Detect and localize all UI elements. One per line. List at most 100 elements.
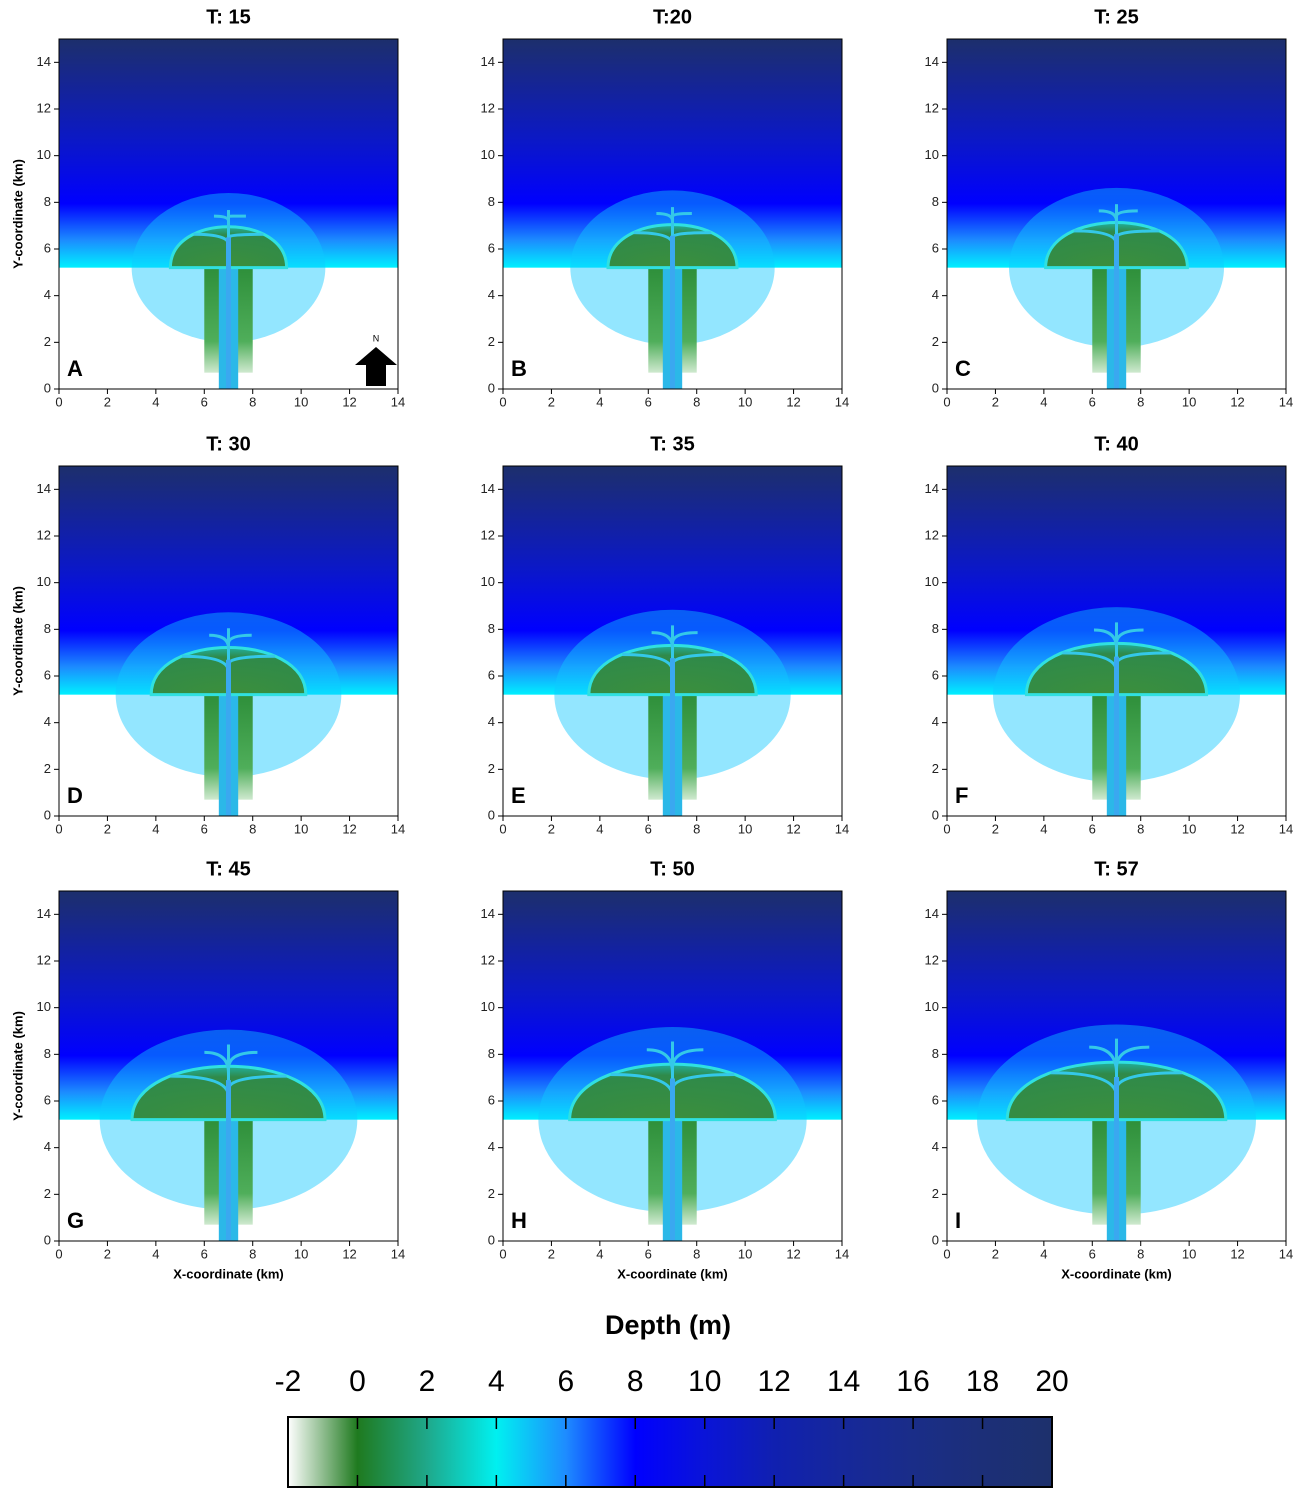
y-tick-label: 14 [925, 54, 939, 69]
y-tick-label: 10 [925, 147, 939, 162]
x-tick-label: 6 [645, 1246, 652, 1261]
panel-title: T: 35 [650, 433, 694, 455]
x-tick-label: 8 [1137, 821, 1144, 836]
y-tick-label: 10 [481, 574, 495, 589]
y-tick-label: 14 [481, 481, 495, 496]
colorbar-tick-label: 12 [757, 1365, 790, 1398]
x-tick-label: 0 [55, 821, 62, 836]
y-tick-label: 14 [37, 481, 51, 496]
x-tick-label: 2 [548, 394, 555, 409]
x-tick-label: 4 [1040, 394, 1047, 409]
x-tick-label: 10 [294, 821, 308, 836]
x-tick-label: 8 [693, 821, 700, 836]
x-tick-label: 2 [548, 1246, 555, 1261]
colorbar-title: Depth (m) [605, 1310, 731, 1340]
y-tick-label: 4 [44, 714, 51, 729]
y-tick-label: 6 [44, 667, 51, 682]
colorbar-tick-label: 18 [966, 1365, 999, 1398]
y-tick-label: 12 [481, 527, 495, 542]
x-tick-label: 2 [104, 1246, 111, 1261]
y-tick-label: 2 [932, 761, 939, 776]
y-tick-label: 0 [488, 807, 495, 822]
y-tick-label: 12 [925, 100, 939, 115]
colorbar-tick-label: 2 [419, 1365, 436, 1398]
x-axis-label: X-coordinate (km) [1061, 1266, 1172, 1281]
colorbar-tick-label: 14 [827, 1365, 860, 1398]
y-tick-label: 6 [44, 240, 51, 255]
panel-label: F [955, 783, 968, 808]
panel-label: I [955, 1208, 961, 1233]
x-tick-label: 10 [1182, 821, 1196, 836]
y-tick-label: 0 [932, 1232, 939, 1247]
panel-label: C [955, 356, 971, 381]
y-tick-label: 0 [932, 380, 939, 395]
delta-map [503, 39, 842, 389]
x-tick-label: 4 [152, 821, 159, 836]
y-tick-label: 8 [932, 1046, 939, 1061]
x-tick-label: 8 [249, 394, 256, 409]
x-tick-label: 0 [55, 394, 62, 409]
y-tick-label: 8 [932, 621, 939, 636]
y-tick-label: 12 [37, 100, 51, 115]
x-axis-label: X-coordinate (km) [173, 1266, 284, 1281]
y-tick-label: 14 [37, 906, 51, 921]
x-tick-label: 4 [596, 394, 603, 409]
delta-map [947, 39, 1286, 389]
y-tick-label: 0 [44, 807, 51, 822]
y-tick-label: 0 [488, 380, 495, 395]
y-axis-label: Y-coordinate (km) [10, 1011, 25, 1121]
x-tick-label: 14 [1279, 394, 1293, 409]
colorbar-tick-label: 8 [627, 1365, 644, 1398]
delta-map [59, 39, 398, 389]
x-tick-label: 8 [249, 821, 256, 836]
y-tick-label: 8 [932, 194, 939, 209]
y-tick-label: 4 [932, 714, 939, 729]
y-tick-label: 12 [37, 952, 51, 967]
y-tick-label: 2 [932, 1186, 939, 1201]
x-tick-label: 14 [1279, 1246, 1293, 1261]
colorbar-tick-label: 20 [1035, 1365, 1068, 1398]
delta-map [59, 891, 398, 1241]
y-tick-label: 8 [488, 1046, 495, 1061]
north-arrow [355, 347, 397, 386]
y-tick-label: 14 [925, 481, 939, 496]
x-tick-label: 12 [1230, 394, 1244, 409]
y-tick-label: 2 [932, 334, 939, 349]
panel-title: T: 15 [206, 6, 250, 28]
x-tick-label: 10 [738, 1246, 752, 1261]
y-tick-label: 2 [488, 1186, 495, 1201]
panel-label: A [67, 356, 83, 381]
x-tick-label: 10 [1182, 1246, 1196, 1261]
x-tick-label: 0 [943, 1246, 950, 1261]
y-tick-label: 10 [37, 999, 51, 1014]
x-axis-label: X-coordinate (km) [617, 1266, 728, 1281]
x-tick-label: 10 [738, 394, 752, 409]
y-tick-label: 0 [44, 380, 51, 395]
y-tick-label: 10 [925, 574, 939, 589]
delta-map [59, 466, 398, 816]
x-tick-label: 12 [342, 821, 356, 836]
y-tick-label: 8 [488, 194, 495, 209]
x-tick-label: 2 [992, 1246, 999, 1261]
x-tick-label: 0 [943, 394, 950, 409]
panel-label: H [511, 1208, 527, 1233]
y-tick-label: 4 [932, 1139, 939, 1154]
panel-label: G [67, 1208, 84, 1233]
x-tick-label: 6 [201, 394, 208, 409]
x-tick-label: 2 [104, 821, 111, 836]
x-tick-label: 14 [835, 394, 849, 409]
y-tick-label: 10 [925, 999, 939, 1014]
x-tick-label: 0 [499, 1246, 506, 1261]
y-tick-label: 12 [925, 952, 939, 967]
colorbar-tick-label: 0 [349, 1365, 366, 1398]
x-tick-label: 6 [1089, 821, 1096, 836]
x-tick-label: 14 [1279, 821, 1293, 836]
x-tick-label: 14 [835, 1246, 849, 1261]
x-tick-label: 6 [1089, 1246, 1096, 1261]
north-label: N [373, 333, 380, 343]
